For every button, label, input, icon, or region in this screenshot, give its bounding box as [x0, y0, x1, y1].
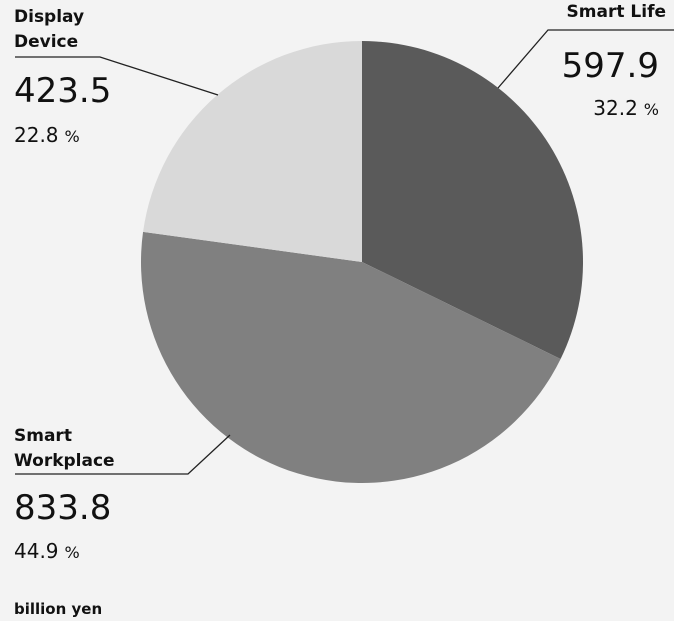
category-label: Smart Workplace [14, 426, 115, 471]
leader-line [497, 29, 674, 89]
leader-line [15, 56, 219, 96]
percent-value: 44.9 [14, 539, 59, 563]
leader-line [15, 434, 231, 475]
percent-unit: % [65, 543, 80, 562]
percent-label: 32.2% [593, 96, 659, 120]
percent-value: 22.8 [14, 123, 59, 147]
percent-unit: % [644, 100, 659, 119]
category-label: Smart Life [566, 2, 666, 22]
category-label: Display Device [14, 7, 85, 52]
pie-slice [143, 41, 362, 262]
pie-slice [140, 231, 561, 484]
percent-unit: % [65, 127, 80, 146]
value-label: 423.5 [14, 71, 111, 111]
pie-slice [362, 41, 584, 359]
percent-label: 22.8% [14, 123, 80, 147]
percent-label: 44.9% [14, 539, 80, 563]
unit-label: billion yen [14, 600, 103, 618]
value-label: 833.8 [14, 488, 111, 528]
value-label: 597.9 [562, 46, 659, 86]
percent-value: 32.2 [593, 96, 638, 120]
